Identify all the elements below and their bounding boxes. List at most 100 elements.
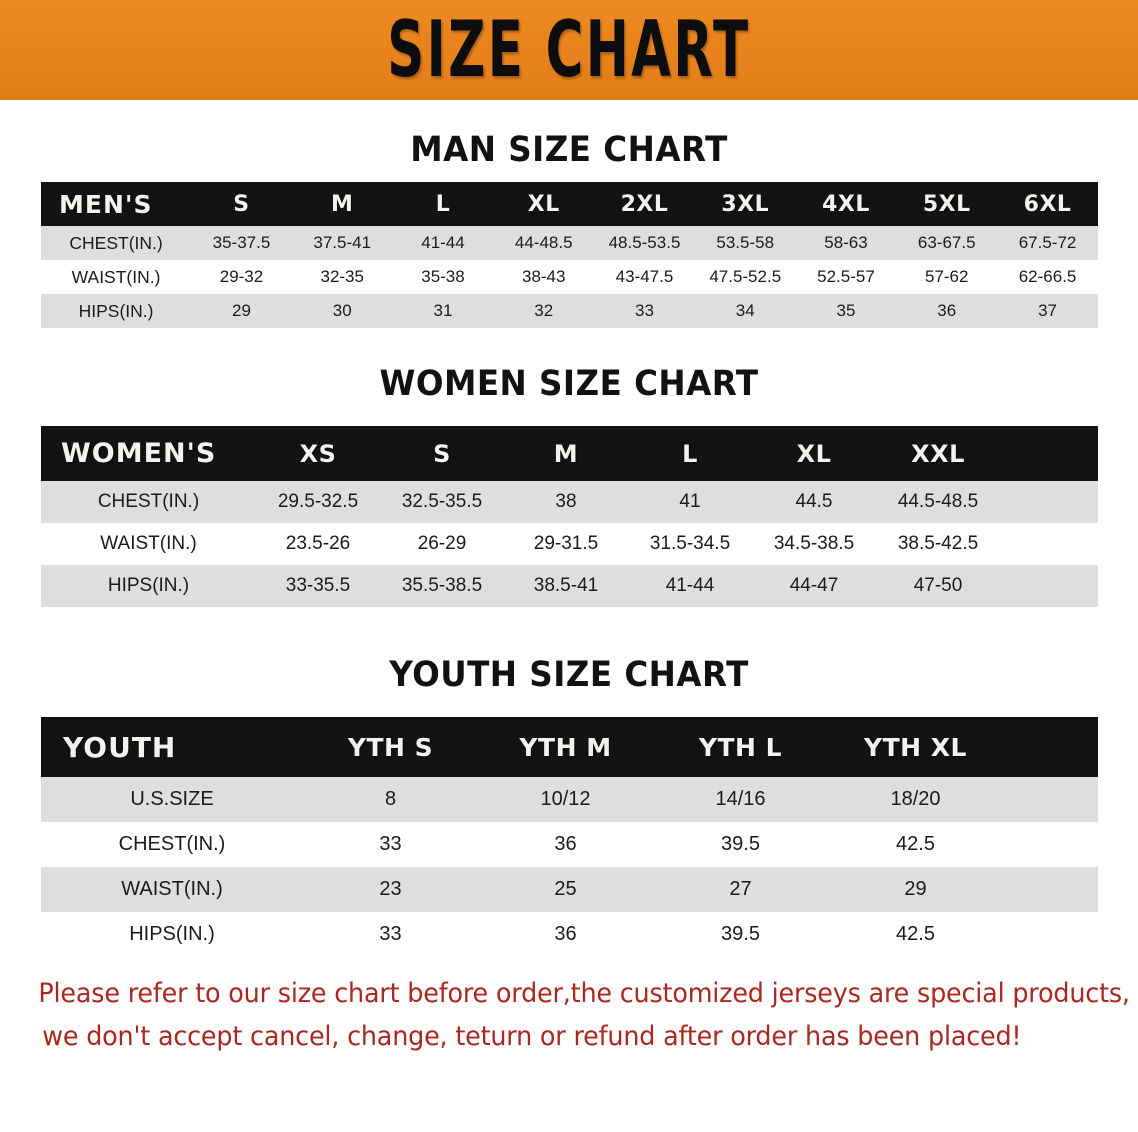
disclaimer-line-1: Please refer to our size chart before or… bbox=[38, 978, 1130, 1009]
man-row-label: HIPS(IN.) bbox=[78, 300, 154, 321]
women-cell: 44.5 bbox=[795, 491, 833, 512]
man-cell: 38-43 bbox=[521, 267, 566, 286]
table-row: HIPS(IN.) 29 30 31 32 33 34 35 36 37 bbox=[41, 294, 1098, 328]
table-row: WAIST(IN.) 23.5-26 26-29 29-31.5 31.5-34… bbox=[41, 523, 1098, 565]
women-cell: 38.5-42.5 bbox=[897, 533, 979, 554]
women-row-label: CHEST(IN.) bbox=[97, 491, 200, 512]
youth-cell: 33 bbox=[379, 833, 402, 855]
table-row: WAIST(IN.) 23 25 27 29 bbox=[41, 867, 1098, 912]
man-col-header: S bbox=[233, 191, 250, 217]
women-col-header: XL bbox=[796, 439, 832, 468]
youth-cell-spacer bbox=[1003, 912, 1098, 957]
man-cell: 58-63 bbox=[824, 233, 868, 252]
table-row: HIPS(IN.) 33-35.5 35.5-38.5 38.5-41 41-4… bbox=[41, 565, 1098, 607]
man-col-header: 6XL bbox=[1023, 191, 1072, 217]
youth-cell: 42.5 bbox=[896, 923, 935, 945]
youth-col-spacer bbox=[1003, 717, 1098, 777]
man-cell: 35-38 bbox=[421, 267, 465, 286]
youth-col-header: YTH L bbox=[698, 732, 783, 762]
women-col-header: XXL bbox=[911, 439, 965, 468]
youth-cell: 10/12 bbox=[540, 788, 591, 810]
youth-cell: 27 bbox=[729, 878, 752, 900]
women-cell: 38 bbox=[555, 491, 577, 512]
women-cell: 41-44 bbox=[665, 575, 715, 596]
man-cell: 63-67.5 bbox=[917, 233, 976, 252]
women-cell: 41 bbox=[679, 491, 701, 512]
man-cell: 37.5-41 bbox=[313, 233, 372, 252]
women-col-header: XS bbox=[299, 439, 337, 468]
women-col-spacer bbox=[1000, 426, 1098, 481]
man-cell: 34 bbox=[735, 301, 755, 320]
man-cell: 29 bbox=[232, 301, 251, 320]
man-cell: 41-44 bbox=[421, 233, 465, 252]
youth-row-label: CHEST(IN.) bbox=[118, 833, 226, 855]
youth-cell-spacer bbox=[1003, 777, 1098, 822]
man-row-label: WAIST(IN.) bbox=[71, 266, 161, 287]
table-row: CHEST(IN.) 29.5-32.5 32.5-35.5 38 41 44.… bbox=[41, 481, 1098, 523]
man-cell: 32 bbox=[534, 301, 554, 320]
youth-row-label: WAIST(IN.) bbox=[121, 878, 223, 900]
women-cell: 38.5-41 bbox=[533, 575, 599, 596]
youth-cell: 36 bbox=[554, 923, 577, 945]
youth-cell: 33 bbox=[379, 923, 402, 945]
man-cell: 37 bbox=[1038, 301, 1058, 320]
women-cell: 35.5-38.5 bbox=[401, 575, 483, 596]
youth-cell: 39.5 bbox=[721, 833, 760, 855]
youth-size-table-wrapper: YOUTH YTH S YTH M YTH L YTH XL U.S.SIZE … bbox=[0, 717, 1138, 957]
man-col-header: 4XL bbox=[822, 191, 870, 217]
women-size-table: WOMEN'S XS S M L XL XXL CHEST(IN.) 29.5-… bbox=[41, 426, 1098, 607]
youth-size-table: YOUTH YTH S YTH M YTH L YTH XL U.S.SIZE … bbox=[41, 717, 1098, 957]
page-title: SIZE CHART bbox=[387, 3, 751, 95]
man-size-table: MEN'S S M L XL 2XL 3XL 4XL 5XL 6XL CHEST… bbox=[41, 182, 1098, 328]
women-cell: 47-50 bbox=[913, 575, 963, 596]
women-cell: 32.5-35.5 bbox=[401, 491, 483, 512]
table-row: U.S.SIZE 8 10/12 14/16 18/20 bbox=[41, 777, 1098, 822]
man-cell: 48.5-53.5 bbox=[608, 233, 681, 252]
youth-corner-label: YOUTH bbox=[63, 730, 177, 764]
women-size-table-wrapper: WOMEN'S XS S M L XL XXL CHEST(IN.) 29.5-… bbox=[0, 426, 1138, 607]
table-row: HIPS(IN.) 33 36 39.5 42.5 bbox=[41, 912, 1098, 957]
man-col-header: L bbox=[435, 191, 451, 217]
man-section-title: MAN SIZE CHART bbox=[410, 130, 728, 170]
man-col-header: XL bbox=[527, 191, 560, 217]
women-cell: 44.5-48.5 bbox=[897, 491, 979, 512]
man-col-header: 2XL bbox=[620, 191, 669, 217]
man-col-header: 5XL bbox=[922, 191, 971, 217]
youth-cell: 25 bbox=[554, 878, 577, 900]
page-content: MAN SIZE CHART MEN'S S M L XL 2XL 3XL 4X… bbox=[0, 130, 1138, 1059]
man-cell: 47.5-52.5 bbox=[709, 267, 782, 286]
man-col-header: 3XL bbox=[721, 191, 770, 217]
women-cell-spacer bbox=[1000, 565, 1098, 607]
table-row: CHEST(IN.) 35-37.5 37.5-41 41-44 44-48.5… bbox=[41, 226, 1098, 260]
man-cell: 43-47.5 bbox=[615, 267, 674, 286]
women-cell: 44-47 bbox=[789, 575, 839, 596]
women-cell: 31.5-34.5 bbox=[649, 533, 731, 554]
youth-cell: 14/16 bbox=[715, 788, 766, 810]
man-cell: 29-32 bbox=[219, 267, 264, 286]
table-header-row: WOMEN'S XS S M L XL XXL bbox=[41, 426, 1098, 481]
youth-row-label: U.S.SIZE bbox=[130, 788, 214, 810]
table-row: WAIST(IN.) 29-32 32-35 35-38 38-43 43-47… bbox=[41, 260, 1098, 294]
man-cell: 35 bbox=[836, 301, 856, 320]
man-cell: 62-66.5 bbox=[1018, 267, 1077, 286]
youth-cell: 29 bbox=[904, 878, 927, 900]
youth-section-title: YOUTH SIZE CHART bbox=[389, 655, 749, 695]
youth-cell: 18/20 bbox=[890, 788, 941, 810]
man-cell: 44-48.5 bbox=[514, 233, 573, 252]
women-row-label: WAIST(IN.) bbox=[100, 533, 197, 554]
youth-col-header: YTH S bbox=[347, 732, 434, 762]
disclaimer-line-2: we don't accept cancel, change, teturn o… bbox=[42, 1020, 1022, 1052]
man-cell: 36 bbox=[937, 301, 957, 320]
youth-cell-spacer bbox=[1003, 867, 1098, 912]
women-section-title: WOMEN SIZE CHART bbox=[379, 364, 759, 404]
women-cell: 29-31.5 bbox=[533, 533, 599, 554]
youth-cell: 42.5 bbox=[896, 833, 935, 855]
youth-cell: 23 bbox=[379, 878, 402, 900]
youth-col-header: YTH M bbox=[519, 732, 612, 762]
table-row: CHEST(IN.) 33 36 39.5 42.5 bbox=[41, 822, 1098, 867]
youth-col-header: YTH XL bbox=[864, 732, 967, 762]
man-cell: 35-37.5 bbox=[212, 233, 271, 252]
youth-cell: 36 bbox=[554, 833, 577, 855]
youth-cell: 39.5 bbox=[721, 923, 760, 945]
man-cell: 30 bbox=[332, 301, 352, 320]
